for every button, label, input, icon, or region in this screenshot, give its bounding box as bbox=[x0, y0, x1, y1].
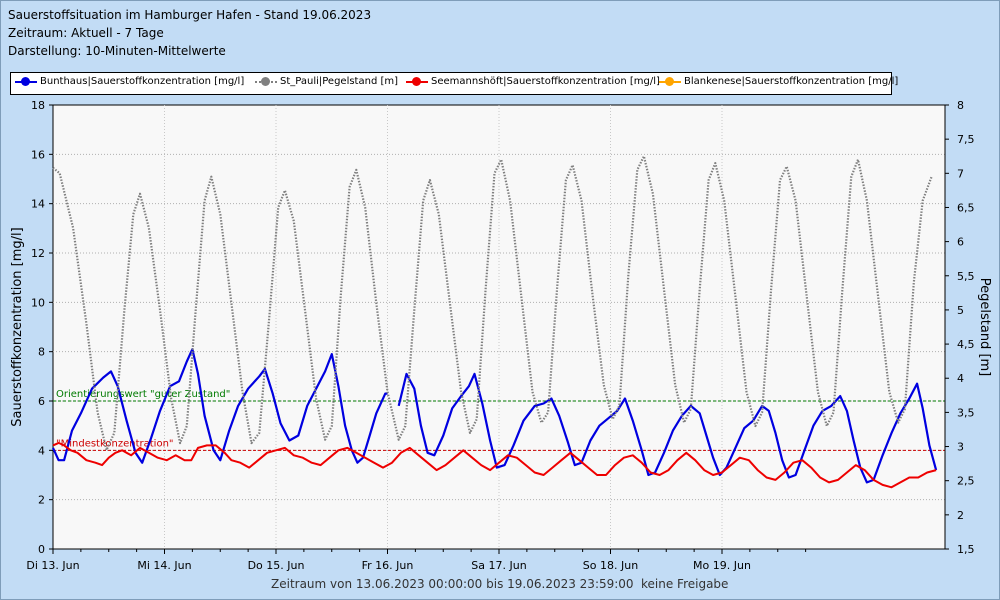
x-tick-label: Fr 16. Jun bbox=[362, 559, 414, 572]
y2-tick-label: 7,5 bbox=[957, 133, 975, 146]
y2-tick-label: 7 bbox=[957, 167, 964, 180]
x-tick-label: Di 13. Jun bbox=[26, 559, 79, 572]
legend-item-bunthaus[interactable]: Bunthaus|Sauerstoffkonzentration [mg/l] bbox=[15, 76, 244, 87]
y-tick-label: 6 bbox=[38, 395, 45, 408]
y-tick-label: 14 bbox=[31, 198, 45, 211]
legend-label-bunthaus: Bunthaus|Sauerstoffkonzentration [mg/l] bbox=[40, 76, 245, 87]
y2-axis-title: Pegelstand [m] bbox=[977, 278, 992, 377]
y-tick-label: 12 bbox=[31, 247, 45, 260]
series-line-2 bbox=[52, 441, 937, 489]
y2-tick-label: 8 bbox=[957, 99, 964, 112]
y2-tick-label: 3 bbox=[957, 441, 964, 454]
legend-marker-stpauli bbox=[255, 76, 277, 87]
gridlines bbox=[53, 105, 945, 549]
legend-item-stpauli[interactable]: St_Pauli|Pegelstand [m] bbox=[255, 76, 398, 87]
footer-release: keine Freigabe bbox=[641, 577, 729, 591]
y-tick-label: 10 bbox=[31, 296, 45, 309]
chart-period: Zeitraum: Aktuell - 7 Tage bbox=[8, 26, 164, 40]
legend-marker-blankenese bbox=[659, 76, 681, 87]
y2-tick-label: 6 bbox=[957, 236, 964, 249]
y-tick-label: 0 bbox=[38, 543, 45, 556]
reference-lines: Orientierungswert "guter Zustand" "Mindes… bbox=[53, 389, 945, 451]
y2-tick-label: 4 bbox=[957, 372, 964, 385]
footer-range: Zeitraum von 13.06.2023 00:00:00 bis 19.… bbox=[271, 577, 634, 591]
legend-marker-seemannshoeft bbox=[406, 76, 428, 87]
legend-item-blankenese[interactable]: Blankenese|Sauerstoffkonzentration [mg/l… bbox=[659, 76, 898, 87]
x-tick-label: Mi 14. Jun bbox=[137, 559, 191, 572]
series-line-1 bbox=[52, 155, 933, 452]
axes: 0 2 4 6 8 10 12 14 16 18 1,5 2 2,5 3 3,5 4 4,5 5 5,5 6 6,5 7 7… bbox=[26, 99, 974, 572]
y2-tick-label: 5,5 bbox=[957, 270, 975, 283]
legend-label-seemannshoeft: Seemannshöft|Sauerstoffkonzentration [mg… bbox=[431, 76, 660, 87]
series-line-0 bbox=[51, 348, 388, 464]
y-axis-title: Sauerstoffkonzentration [mg/l] bbox=[10, 227, 25, 426]
y2-tick-label: 5 bbox=[957, 304, 964, 317]
y2-tick-label: 1,5 bbox=[957, 543, 975, 556]
legend-item-seemannshoeft[interactable]: Seemannshöft|Sauerstoffkonzentration [mg… bbox=[406, 76, 660, 87]
y-tick-label: 16 bbox=[31, 148, 45, 161]
y2-tick-label: 6,5 bbox=[957, 201, 975, 214]
legend-label-stpauli: St_Pauli|Pegelstand [m] bbox=[280, 76, 399, 87]
y2-tick-label: 3,5 bbox=[957, 406, 975, 419]
y2-tick-label: 4,5 bbox=[957, 338, 975, 351]
y-tick-label: 2 bbox=[38, 494, 45, 507]
series-layer bbox=[51, 155, 938, 489]
chart-title: Sauerstoffsituation im Hamburger Hafen -… bbox=[8, 8, 372, 22]
legend-marker-bunthaus bbox=[15, 76, 37, 87]
x-tick-label: Mo 19. Jun bbox=[693, 559, 751, 572]
legend: Bunthaus|Sauerstoffkonzentration [mg/l] … bbox=[10, 72, 898, 95]
y-tick-label: 4 bbox=[38, 444, 45, 457]
y2-tick-label: 2,5 bbox=[957, 475, 975, 488]
chart-representation: Darstellung: 10-Minuten-Mittelwerte bbox=[8, 44, 226, 58]
reference-line-label: Orientierungswert "guter Zustand" bbox=[56, 389, 230, 400]
y2-tick-label: 2 bbox=[957, 509, 964, 522]
legend-label-blankenese: Blankenese|Sauerstoffkonzentration [mg/l… bbox=[684, 76, 899, 87]
y-tick-label: 18 bbox=[31, 99, 45, 112]
x-tick-label: Do 15. Jun bbox=[248, 559, 305, 572]
series-line-0 bbox=[397, 372, 938, 484]
y-tick-label: 8 bbox=[38, 346, 45, 359]
reference-line-label: "Mindestkonzentration" bbox=[56, 438, 174, 449]
x-tick-label: So 18. Jun bbox=[583, 559, 638, 572]
x-tick-label: Sa 17. Jun bbox=[471, 559, 526, 572]
